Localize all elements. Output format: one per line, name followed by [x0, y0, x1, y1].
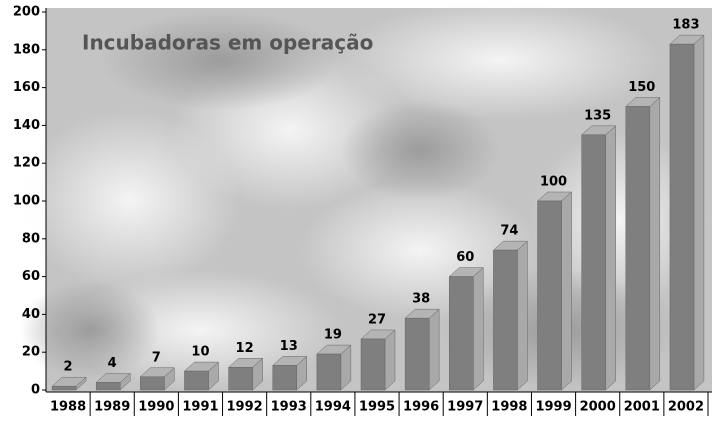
bar-side [693, 34, 705, 391]
y-tick-label: 20 [22, 345, 40, 360]
bar-front [316, 353, 342, 391]
bar [492, 240, 529, 391]
data-label: 135 [584, 108, 611, 123]
bar [536, 191, 573, 391]
x-tick-label: 1994 [315, 400, 351, 415]
bar-side [473, 267, 484, 391]
bar-front [95, 382, 121, 391]
x-tick-label: 1996 [403, 400, 439, 415]
x-tick-label: 2001 [624, 400, 660, 415]
x-tick-label: 1991 [182, 400, 218, 415]
data-label: 10 [191, 345, 209, 360]
data-label: 60 [456, 250, 474, 265]
bar-front [537, 200, 562, 391]
bar [404, 308, 440, 391]
y-tick-label: 120 [13, 156, 40, 171]
data-label: 100 [540, 175, 567, 190]
bar-front [669, 43, 695, 391]
bar-front [625, 106, 651, 391]
bar [581, 125, 617, 391]
x-tick-label: 1997 [447, 400, 483, 415]
data-label: 183 [672, 18, 699, 33]
bar-front [184, 370, 209, 391]
x-tick-label: 1999 [535, 400, 571, 415]
bar [95, 372, 131, 391]
x-tick-label: 1993 [271, 400, 307, 415]
bar-front [272, 365, 297, 391]
bar-side [517, 240, 528, 391]
data-label: 38 [412, 292, 430, 307]
x-tick-label: 1995 [359, 400, 395, 415]
y-tick-label: 160 [13, 80, 40, 95]
bar-side [561, 191, 572, 391]
data-label: 13 [280, 339, 298, 354]
bar [272, 355, 308, 391]
data-label: 2 [64, 360, 73, 375]
data-label: 12 [236, 341, 254, 356]
bar-front [581, 134, 606, 391]
bar-side [649, 96, 661, 391]
bar-front [51, 385, 77, 391]
data-label: 19 [324, 328, 342, 343]
chart-title: Incubadoras em operação [82, 31, 373, 55]
y-tick-label: 40 [22, 307, 40, 322]
bar-front [493, 249, 518, 391]
bar [51, 376, 87, 391]
bar-side [605, 125, 616, 391]
bar-side [428, 308, 440, 391]
y-tick-label: 200 [13, 5, 40, 20]
y-tick-label: 0 [31, 383, 40, 398]
bar-front [360, 338, 386, 391]
clouds [20, 0, 710, 390]
bar-side [384, 329, 396, 391]
bar [316, 344, 352, 391]
bar-front [404, 317, 430, 391]
bar [139, 367, 175, 391]
bar [227, 357, 264, 391]
x-tick-label: 1988 [50, 400, 86, 415]
y-tick-label: 60 [22, 269, 40, 284]
x-tick-label: 1992 [227, 400, 263, 415]
data-label: 4 [108, 356, 117, 371]
bar-front [449, 276, 474, 391]
y-tick-label: 180 [13, 42, 40, 57]
bar [183, 361, 220, 391]
y-tick-label: 80 [22, 231, 40, 246]
y-tick-label: 140 [13, 118, 40, 133]
x-tick-label: 2000 [580, 400, 616, 415]
data-label: 150 [628, 80, 655, 95]
x-tick-label: 1998 [491, 400, 527, 415]
x-tick-label: 1989 [94, 400, 130, 415]
bar [625, 96, 661, 391]
y-tick-label: 100 [13, 194, 40, 209]
bar-front [140, 376, 165, 391]
data-label: 74 [500, 224, 518, 239]
bar-front [228, 367, 253, 391]
bar [448, 267, 484, 391]
data-label: 27 [368, 312, 386, 327]
bar [360, 329, 396, 391]
data-label: 7 [152, 350, 161, 365]
bar [669, 34, 705, 391]
x-tick-label: 2002 [668, 400, 704, 415]
x-tick-label: 1990 [138, 400, 174, 415]
